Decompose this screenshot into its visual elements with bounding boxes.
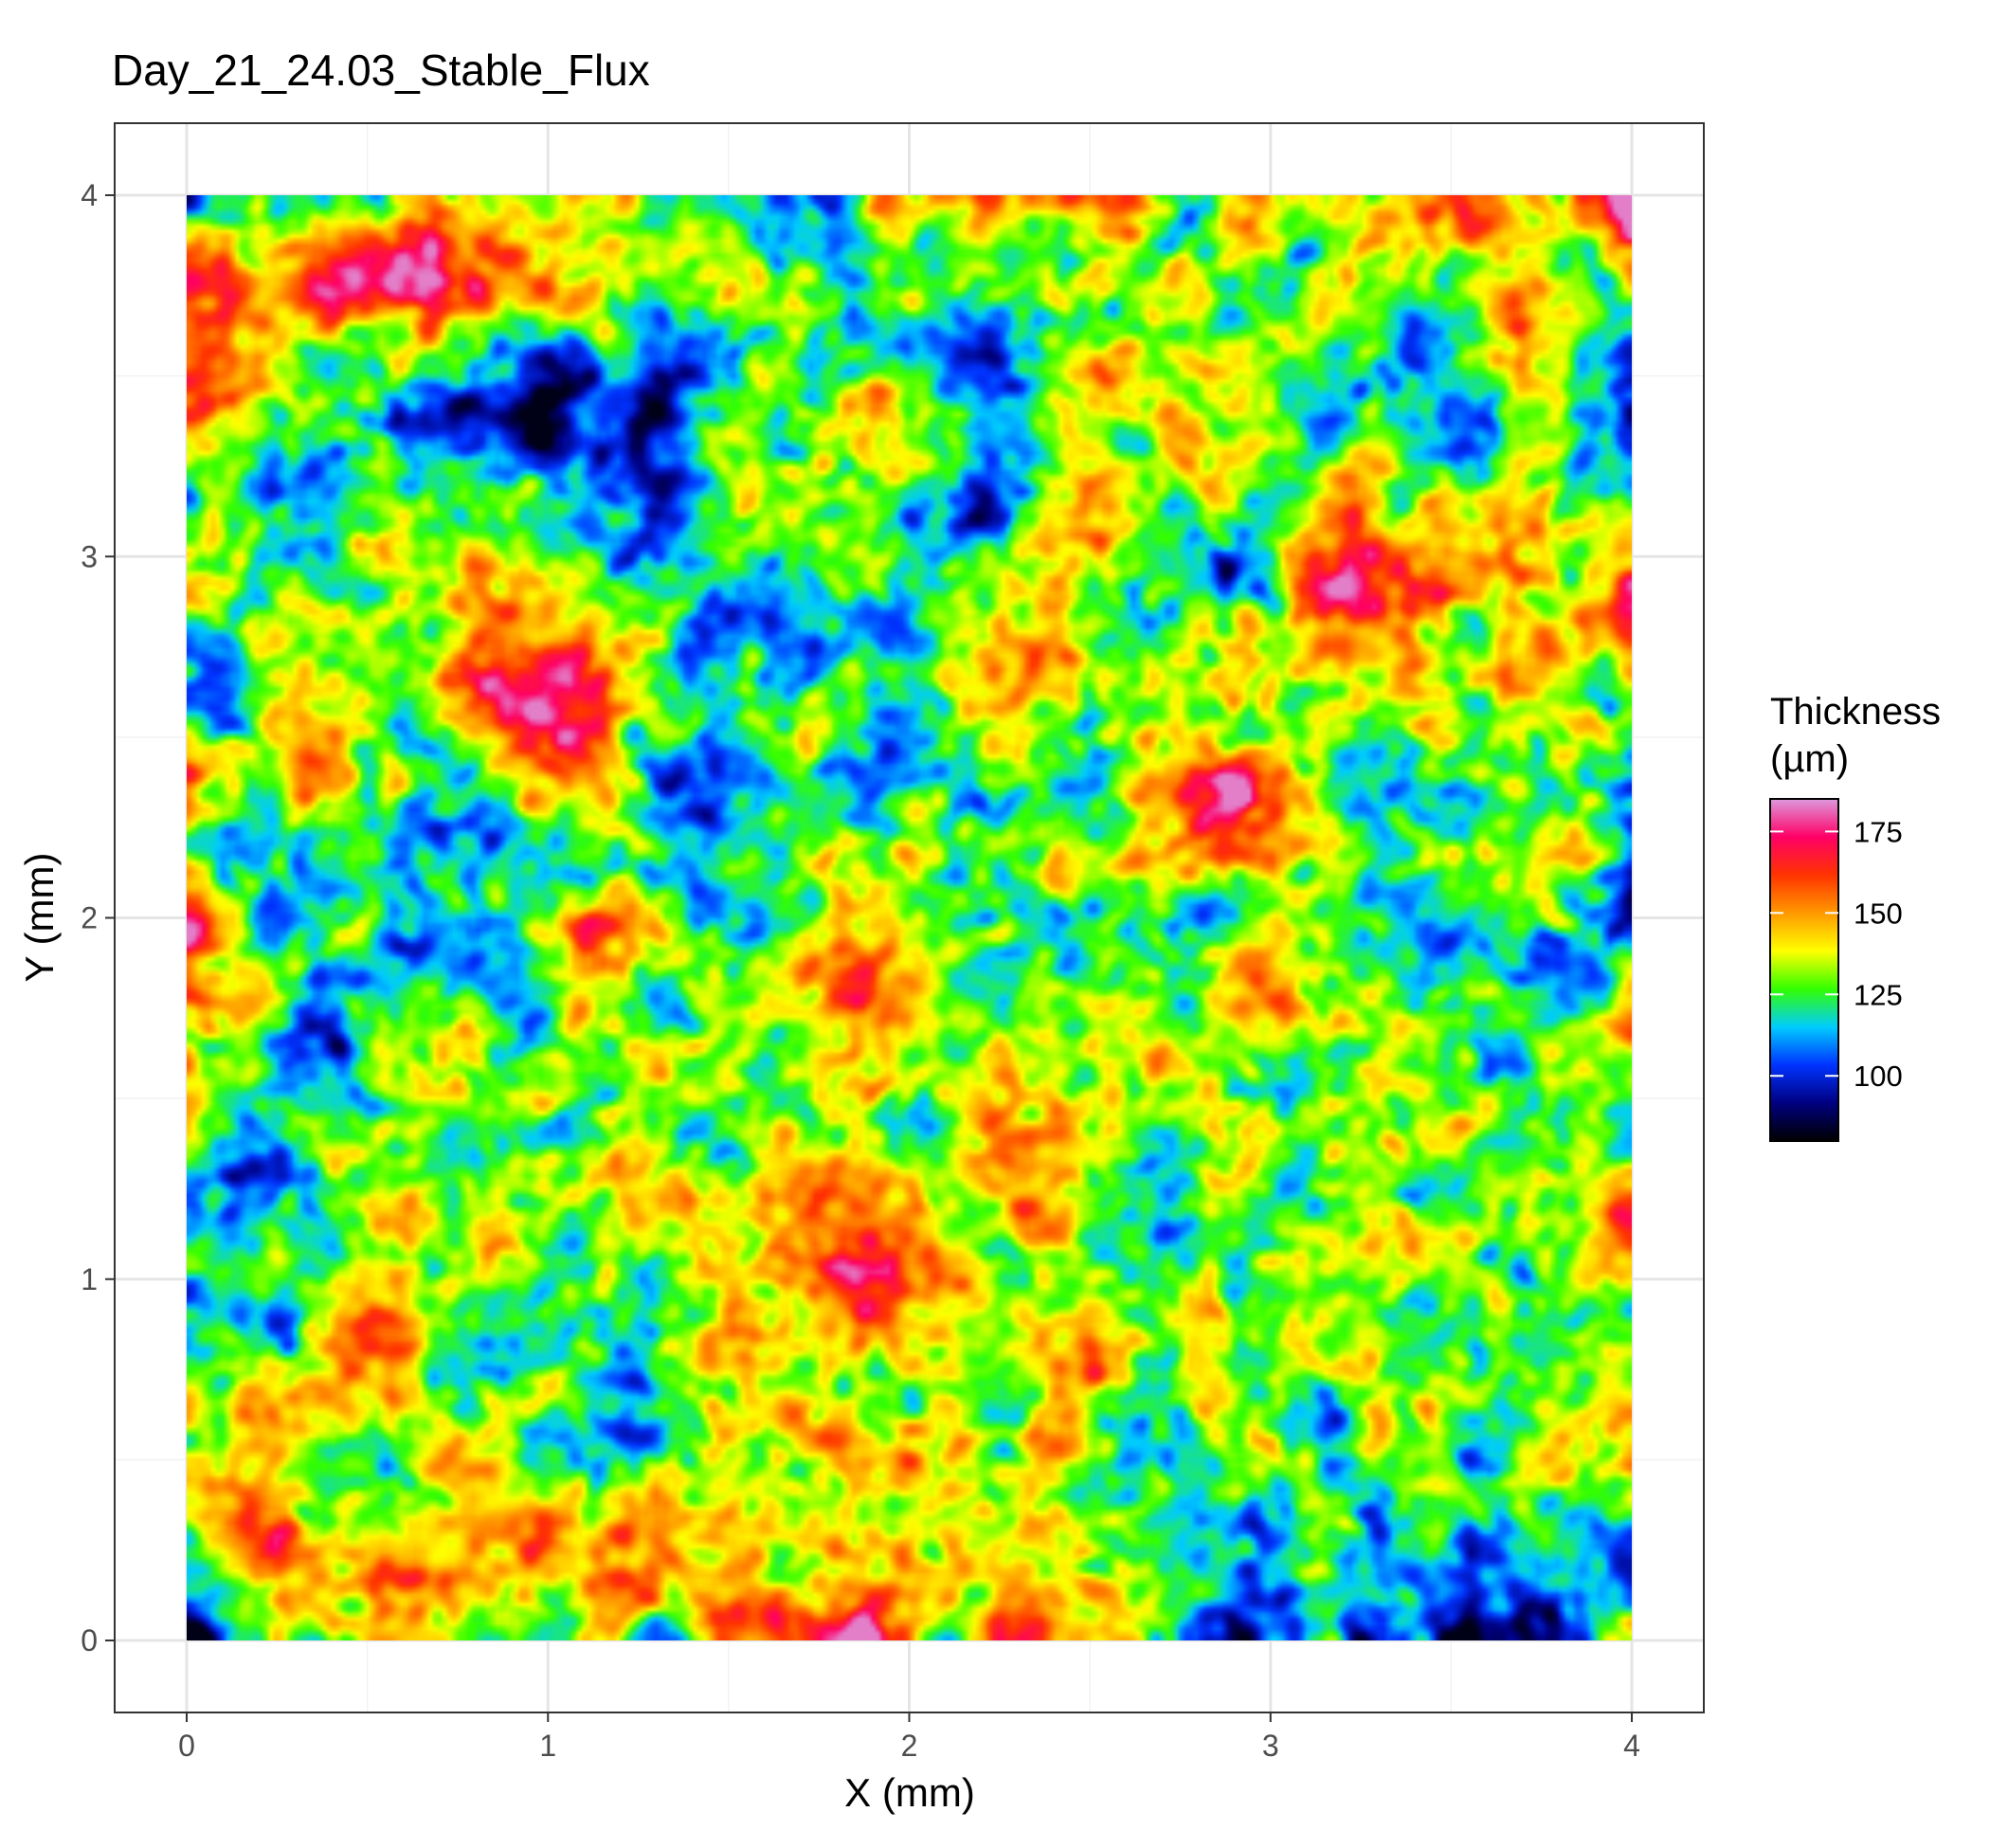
legend-title-line-2: (µm) bbox=[1770, 738, 1849, 780]
y-tick-label: 2 bbox=[81, 901, 98, 935]
x-tick-label: 3 bbox=[1262, 1729, 1279, 1763]
y-tick-label: 4 bbox=[81, 178, 98, 212]
legend-tick-label: 150 bbox=[1854, 897, 1903, 930]
chart-title: Day_21_24.03_Stable_Flux bbox=[112, 45, 650, 95]
x-axis-title: X (mm) bbox=[844, 1770, 975, 1815]
y-axis-title: Y (mm) bbox=[17, 853, 62, 983]
x-axis: 0 1 2 3 4 bbox=[178, 1712, 1640, 1763]
legend-tick-label: 175 bbox=[1854, 815, 1903, 848]
y-axis: 0 1 2 3 4 bbox=[81, 178, 115, 1658]
y-tick-label: 1 bbox=[81, 1262, 98, 1296]
legend-title-line-1: Thickness bbox=[1770, 691, 1941, 733]
x-tick-label: 2 bbox=[901, 1729, 918, 1763]
x-tick-label: 4 bbox=[1623, 1729, 1640, 1763]
y-tick-label: 0 bbox=[81, 1623, 98, 1658]
x-tick-label: 1 bbox=[539, 1729, 556, 1763]
heatmap-surface bbox=[187, 195, 1632, 1640]
x-tick-label: 0 bbox=[178, 1729, 195, 1763]
color-legend: Thickness (µm) 100 125 150 175 bbox=[1769, 691, 1941, 1142]
legend-ticks: 100 125 150 175 bbox=[1770, 815, 1903, 1093]
y-tick-label: 3 bbox=[81, 539, 98, 573]
legend-tick-label: 125 bbox=[1854, 978, 1903, 1011]
legend-tick-label: 100 bbox=[1854, 1060, 1903, 1093]
legend-colorbar bbox=[1769, 798, 1839, 1142]
